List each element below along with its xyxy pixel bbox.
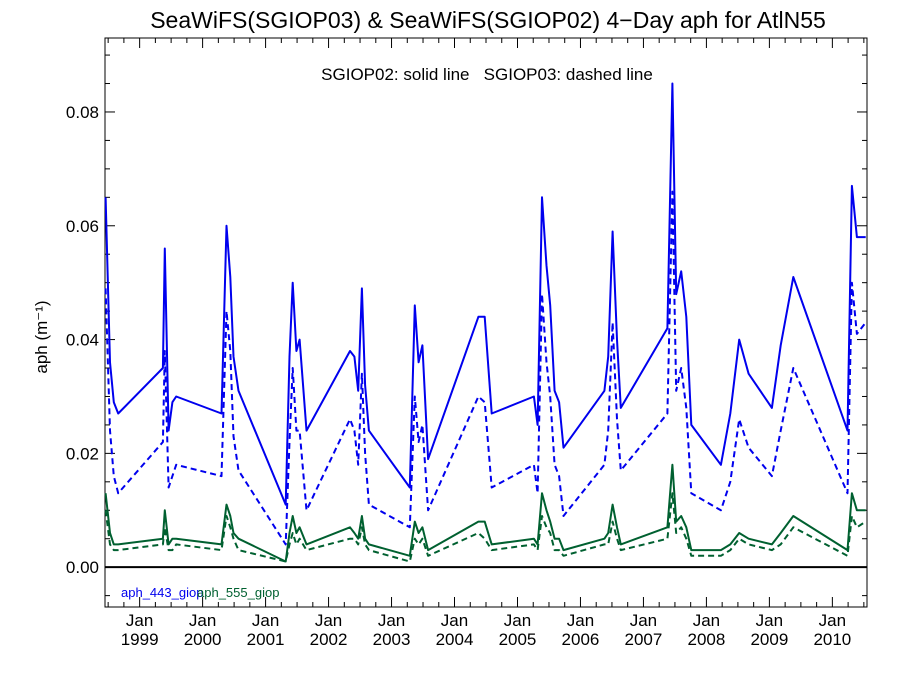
x-tick-label-year: 2008 (687, 630, 725, 649)
y-tick-label: 0.06 (66, 217, 99, 236)
y-tick-label: 0.02 (66, 444, 99, 463)
y-tick-label: 0.00 (66, 558, 99, 577)
legend-label-aph-555: aph_555_giop (197, 585, 279, 600)
series-line-aph-443-giop-solid (104, 82, 866, 506)
x-tick-label-month: Jan (819, 611, 846, 630)
series-line-aph-555-giop-solid (104, 463, 866, 563)
line-style-annotation: SGIOP02: solid line SGIOP03: dashed line (321, 65, 653, 84)
x-tick-label-year: 2007 (625, 630, 663, 649)
x-tick-label-month: Jan (126, 611, 153, 630)
x-tick-label-year: 2002 (310, 630, 348, 649)
y-tick-label: 0.08 (66, 103, 99, 122)
x-tick-label-year: 2003 (373, 630, 411, 649)
x-tick-label-year: 2000 (184, 630, 222, 649)
x-tick-label-month: Jan (567, 611, 594, 630)
x-axis-ticks: Jan1999Jan2000Jan2001Jan2002Jan2003Jan20… (107, 38, 865, 649)
y-tick-label: 0.04 (66, 331, 99, 350)
x-tick-label-year: 2009 (750, 630, 788, 649)
chart-title: SeaWiFS(SGIOP03) & SeaWiFS(SGIOP02) 4−Da… (150, 7, 826, 33)
x-tick-label-month: Jan (504, 611, 531, 630)
x-tick-label-month: Jan (189, 611, 216, 630)
x-tick-label-year: 2005 (499, 630, 537, 649)
x-tick-label-month: Jan (378, 611, 405, 630)
x-tick-label-year: 2001 (247, 630, 285, 649)
x-tick-label-month: Jan (252, 611, 279, 630)
x-tick-label-month: Jan (441, 611, 468, 630)
y-axis-ticks: 0.00 0.02 0.04 0.06 0.08 (66, 54, 867, 597)
y-axis-label: aph (m⁻¹) (32, 300, 51, 373)
x-tick-label-month: Jan (315, 611, 342, 630)
x-tick-label-year: 2004 (436, 630, 474, 649)
series-layer (104, 82, 867, 563)
series-line-aph-555-giop-dashed (104, 492, 867, 563)
series-line-aph-443-giop-dashed (104, 190, 867, 546)
legend-label-aph-443: aph_443_giop (121, 585, 203, 600)
x-tick-label-month: Jan (630, 611, 657, 630)
x-tick-label-year: 2006 (562, 630, 600, 649)
x-tick-label-year: 2010 (813, 630, 851, 649)
x-tick-label-year: 1999 (121, 630, 159, 649)
x-tick-label-month: Jan (756, 611, 783, 630)
x-tick-label-month: Jan (693, 611, 720, 630)
